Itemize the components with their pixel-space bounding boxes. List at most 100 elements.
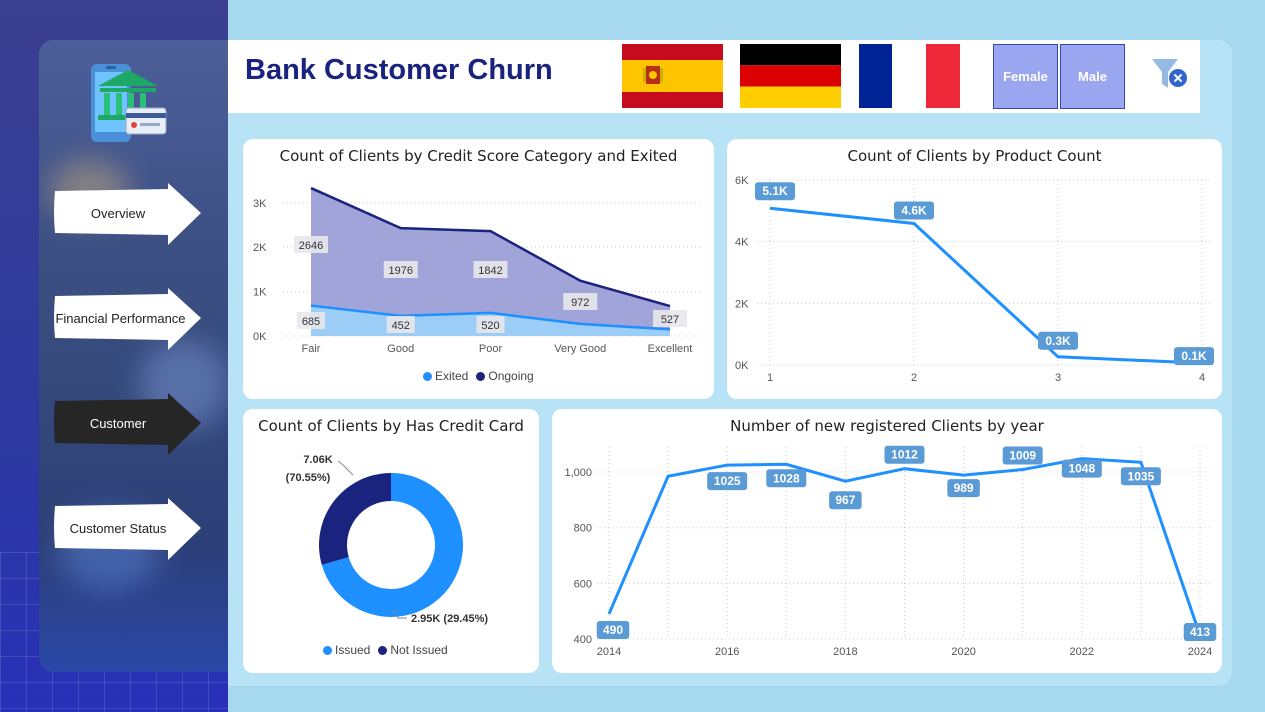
y-tick-label: 2K [253,242,267,254]
series-line [607,457,1202,636]
credit-card-chart-card: Count of Clients by Has Credit Card 7.06… [243,409,539,673]
data-label-bg [1174,347,1214,366]
filter-clear-icon[interactable] [1150,56,1190,96]
arrow-shape [54,393,201,455]
chart-title: Number of new registered Clients by year [730,417,1044,435]
data-label-bg [884,445,925,464]
data-label-bg [476,316,505,333]
data-label-bg [766,469,807,488]
product-count-chart-card: Count of Clients by Product Count 0K 2K 4K… [727,139,1222,399]
registered-clients-chart-card: Number of new registered Clients by year… [552,409,1222,673]
data-label: 0.3K [1045,334,1071,348]
leader-line [392,609,407,619]
area-ongoing [311,188,670,330]
series-line-exited [310,304,671,331]
registered-clients-line-chart: 400 600 800 1,000 2014 2016 2018 2020 2022 2024 49… [564,445,1217,658]
series-line-ongoing [310,186,671,308]
y-tick-label: 0K [253,331,267,343]
donut-slice-not-issued [319,473,391,565]
nav-overview[interactable]: Overview [53,183,203,247]
legend-item[interactable]: Exited [423,369,468,383]
data-label: 5.1K [762,184,788,198]
data-label-exited: 685 [302,316,320,328]
data-label-ongoing: 1842 [478,265,502,277]
france-flag[interactable] [859,44,960,108]
legend-item[interactable]: Not Issued [378,643,448,657]
legend-swatch [423,371,432,381]
data-label: 413 [1190,625,1210,639]
legend-label: Ongoing [488,369,534,383]
x-tick-label: 1 [767,372,773,384]
x-tick-label: 2022 [1070,646,1094,658]
product-count-line-chart: 0K 2K 4K 6K 1 2 3 4 5.1K 4.6K 0.3K 0.1K [735,175,1214,384]
y-tick-label: 2K [735,298,749,310]
x-tick-label: 2016 [715,646,739,658]
nav-label-customer: Customer [89,415,147,431]
y-tick-label: 1,000 [564,467,592,479]
data-label: 1028 [773,471,800,485]
x-tick-label: 2014 [597,646,621,658]
data-label-ongoing: 972 [571,297,589,309]
female-filter-button[interactable]: Female [993,44,1058,109]
y-tick-label: 4K [735,237,749,249]
nav-customer-status[interactable]: Customer Status [53,498,203,562]
credit-card-donut-chart: 7.06K (70.55%) 2.95K (29.45%) [286,454,489,625]
arrow-shape [54,498,201,560]
male-filter-button[interactable]: Male [1060,44,1125,109]
germany-flag[interactable] [740,44,841,108]
data-label-bg [653,310,687,327]
legend-label: Exited [435,369,469,383]
data-label-bg [1038,331,1078,350]
data-label-bg [829,491,862,510]
y-tick-label: 3K [253,198,267,210]
data-label-bg [386,316,415,333]
x-tick-label: 2024 [1188,646,1212,658]
data-label-not-issued: 2.95K (29.45%) [411,613,488,625]
spain-flag[interactable] [622,44,723,108]
x-tick-label: 2 [911,372,917,384]
data-label-issued-pct: (70.55%) [286,472,331,484]
data-label: 4.6K [901,203,927,217]
leader-line [337,460,354,476]
data-label-bg [383,261,418,278]
data-label-bg [294,236,328,253]
nav-financial-performance[interactable]: Financial Performance [53,288,203,352]
data-label-bg [1120,467,1161,486]
data-label-bg [473,261,508,278]
data-label-bg [894,201,934,220]
arrow-shape [54,183,201,245]
legend-swatch [476,371,486,381]
chart-legend: Exited Ongoing [423,369,534,383]
data-label-ongoing: 527 [661,314,679,326]
credit-score-area-chart: 0K 1K 2K 3K Fair Good Poor Very Good Excellent 26… [253,186,703,355]
chart-title: Count of Clients by Credit Score Categor… [279,147,678,165]
y-tick-label: 6K [735,175,749,187]
y-tick-label: 600 [574,578,592,590]
x-tick-label: Fair [302,343,321,355]
data-label: 490 [603,623,623,637]
y-tick-label: 1K [253,287,267,299]
data-label-bg [1002,446,1043,465]
data-label-bg [1183,623,1217,641]
x-tick-label: Poor [479,343,503,355]
data-label-bg [947,479,980,498]
data-label: 1009 [1009,449,1036,463]
series-line [769,206,1203,365]
data-label: 1048 [1068,462,1095,476]
legend-item[interactable]: Issued [323,643,370,657]
nav-label-financial-performance: Financial Performance [55,310,186,326]
legend-item[interactable]: Ongoing [476,369,534,383]
data-label: 989 [954,481,974,495]
y-tick-label: 400 [574,634,592,646]
data-label-exited: 520 [481,320,499,332]
data-label-bg [755,182,795,201]
credit-score-chart-card: Count of Clients by Credit Score Categor… [243,139,714,399]
x-tick-label: 2018 [833,646,857,658]
x-tick-label: 3 [1055,372,1061,384]
data-label-bg [563,293,598,310]
x-tick-label: Good [387,343,414,355]
x-tick-label: Very Good [554,343,606,355]
data-label: 1025 [714,474,741,488]
data-label-exited: 452 [392,320,410,332]
nav-customer[interactable]: Customer [53,393,203,457]
